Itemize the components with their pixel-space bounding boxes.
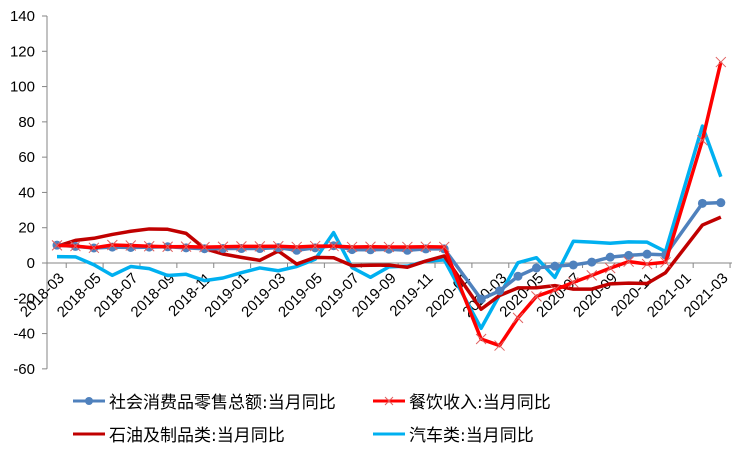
data-point [420, 241, 432, 253]
data-point [531, 263, 541, 273]
data-point [402, 241, 413, 253]
y-tick-label: 140 [10, 8, 35, 25]
data-point [309, 240, 321, 252]
line-circle-marker-icon [73, 396, 105, 405]
legend-label: 餐饮收入:当月同比 [409, 393, 551, 413]
series-line [56, 215, 722, 311]
line-chart: -60 -40 -20 0 20 40 60 80 100 120 140 2018-032018-… [10, 8, 732, 378]
data-point [697, 134, 708, 146]
y-tick-label: 20 [18, 220, 35, 237]
x-axis: 2018-032018-052018-072018-092018-112019-… [17, 262, 732, 321]
data-point [291, 241, 303, 253]
data-point [383, 241, 395, 253]
series-line [56, 124, 723, 331]
data-point [346, 241, 358, 253]
data-point [88, 242, 100, 254]
data-point [495, 286, 505, 296]
data-point [716, 198, 726, 208]
data-point [328, 240, 339, 252]
data-point [236, 241, 247, 252]
y-tick-label: -20 [13, 290, 35, 307]
y-tick-label: 60 [18, 149, 35, 166]
data-point [512, 312, 524, 324]
legend-item-catering: 餐饮收入:当月同比 [372, 388, 551, 413]
data-point [438, 241, 450, 253]
line-icon [73, 432, 105, 435]
data-point [531, 290, 542, 302]
data-point [715, 56, 727, 68]
data-point [217, 241, 229, 253]
data-point [143, 240, 155, 252]
data-point [568, 260, 578, 270]
plot-series [51, 56, 727, 351]
data-point [476, 294, 486, 304]
data-point [567, 277, 579, 288]
data-point [586, 269, 598, 281]
data-point [365, 241, 376, 253]
y-tick-label: -40 [13, 326, 35, 343]
line-icon [373, 432, 405, 435]
y-tick-label: -60 [13, 361, 35, 378]
data-point [623, 256, 634, 267]
data-point [199, 241, 210, 253]
legend-label: 石油及制品类:当月同比 [109, 426, 285, 446]
data-point [642, 249, 652, 259]
y-tick-label: 120 [10, 43, 35, 60]
data-point [660, 256, 671, 268]
data-point [494, 340, 505, 351]
data-point [624, 250, 634, 260]
data-point [549, 284, 561, 296]
data-point [697, 198, 707, 208]
legend-item-retail-sales: 社会消费品零售总额:当月同比 [72, 388, 336, 413]
y-tick-label: 0 [27, 255, 35, 272]
data-point [272, 240, 284, 252]
legend-label: 汽车类:当月同比 [409, 426, 534, 446]
data-point [513, 271, 523, 281]
data-point [604, 262, 616, 274]
data-point [254, 241, 266, 252]
data-point [180, 241, 192, 252]
data-point [125, 240, 137, 251]
y-tick-label: 40 [18, 184, 35, 201]
legend-item-petroleum: 石油及制品类:当月同比 [72, 421, 285, 446]
legend-label: 社会消费品零售总额:当月同比 [109, 393, 336, 413]
legend-item-automobile: 汽车类:当月同比 [372, 421, 534, 446]
data-point [51, 240, 63, 251]
data-point [106, 239, 118, 251]
y-tick-label: 80 [18, 114, 35, 131]
y-tick-label: 100 [10, 79, 35, 96]
data-point [550, 261, 560, 271]
y-axis: -60 -40 -20 0 20 40 60 80 100 120 140 [10, 8, 48, 378]
data-point [70, 240, 81, 252]
data-point [475, 333, 487, 345]
data-point [605, 252, 615, 262]
data-point [162, 241, 173, 253]
line-x-marker-icon [373, 396, 405, 405]
data-point [587, 257, 597, 267]
data-point [641, 258, 653, 270]
